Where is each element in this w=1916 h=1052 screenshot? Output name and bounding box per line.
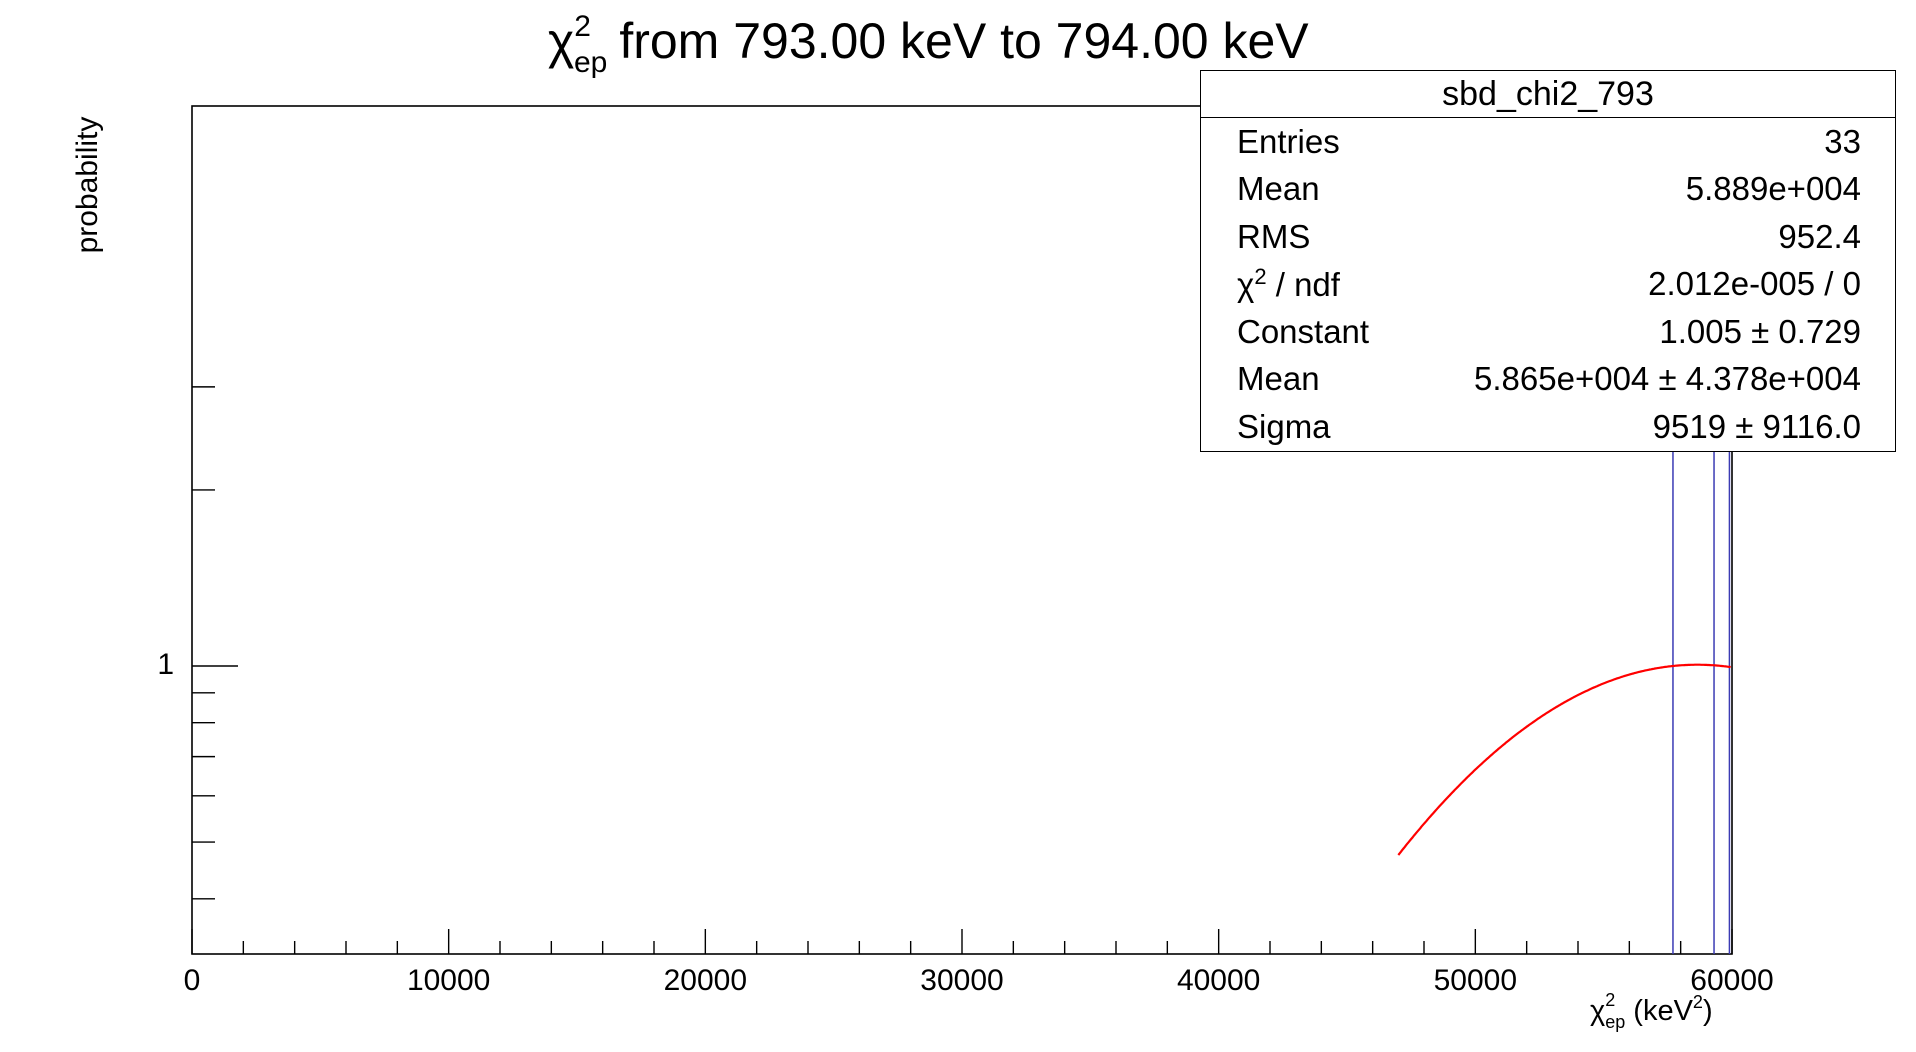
stats-label: Mean: [1237, 360, 1320, 398]
stats-label: RMS: [1237, 217, 1311, 255]
stats-row-sigma: Sigma 9519 ± 9116.0: [1237, 403, 1861, 451]
stats-value: 33: [1824, 122, 1861, 160]
stats-row-chi2-ndf: χ2 / ndf 2.012e-005 / 0: [1237, 261, 1861, 309]
stats-row-fit-mean: Mean 5.865e+004 ± 4.378e+004: [1237, 356, 1861, 404]
y-axis-ticks: [192, 386, 238, 900]
stats-row-entries: Entries 33: [1237, 118, 1861, 166]
stats-box-title: sbd_chi2_793: [1201, 71, 1895, 118]
x-tick-label: 60000: [1690, 964, 1773, 997]
stats-label: Constant: [1237, 312, 1370, 350]
x-tick-label: 30000: [920, 964, 1003, 997]
stats-value: 5.889e+004: [1685, 170, 1861, 208]
stats-label: Entries: [1237, 122, 1340, 160]
gaussian-fit-curve: [1397, 663, 1731, 856]
x-tick-label: 50000: [1434, 964, 1517, 997]
x-axis-label: χ2 ep (keV2): [1590, 990, 1713, 1032]
stats-row-constant: Constant 1.005 ± 0.729: [1237, 308, 1861, 356]
x-tick-label: 0: [184, 964, 201, 997]
x-tick-label: 20000: [664, 964, 747, 997]
stats-box: sbd_chi2_793 Entries 33 Mean 5.889e+004 …: [1200, 70, 1896, 452]
stats-label: χ2 / ndf: [1237, 264, 1340, 304]
stats-row-mean: Mean 5.889e+004: [1237, 166, 1861, 214]
stats-value: 9519 ± 9116.0: [1652, 407, 1861, 445]
x-tick-label: 40000: [1177, 964, 1260, 997]
x-axis-ticks: [191, 929, 1733, 954]
stats-value: 1.005 ± 0.729: [1659, 312, 1861, 350]
x-axis-tick-labels: 0 10000 20000 30000 40000 50000 60000: [184, 964, 1774, 997]
y-tick-label-1: 1: [157, 648, 174, 681]
stats-value: 2.012e-005 / 0: [1648, 265, 1861, 303]
histogram-bars: [1672, 452, 1731, 954]
stats-row-rms: RMS 952.4: [1237, 213, 1861, 261]
x-tick-label: 10000: [407, 964, 490, 997]
stats-label: Mean: [1237, 170, 1320, 208]
y-axis-label: probability: [71, 117, 104, 254]
stats-value: 5.865e+004 ± 4.378e+004: [1474, 360, 1861, 398]
stats-value: 952.4: [1778, 217, 1861, 255]
stats-label: Sigma: [1237, 407, 1331, 445]
chart-title: χ2 ep from 793.00 keV to 794.00 keV: [548, 10, 1309, 79]
